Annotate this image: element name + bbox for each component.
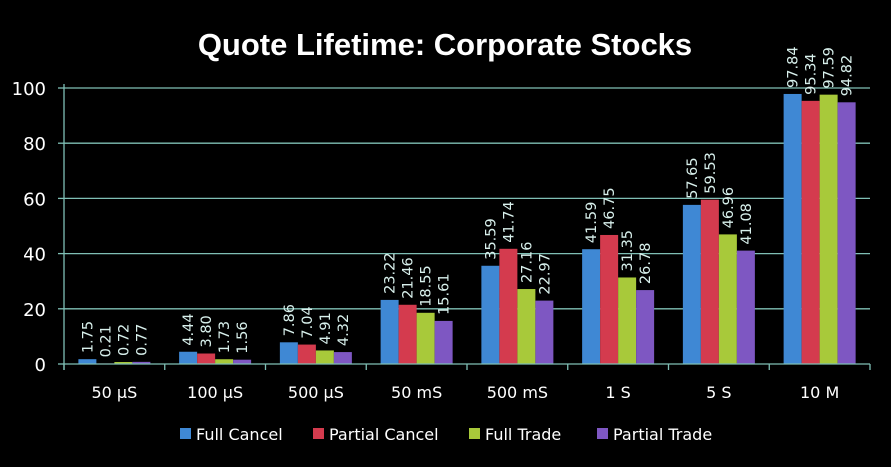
data-label: 46.96 [721, 187, 737, 229]
data-label: 26.78 [638, 243, 654, 285]
y-tick-label: 0 [35, 355, 46, 376]
x-tick-label: 10 M [800, 383, 839, 402]
x-tick-label: 50 mS [391, 383, 442, 402]
data-label: 46.75 [602, 187, 618, 229]
bar [618, 277, 637, 364]
bar [783, 93, 802, 364]
bar [233, 359, 252, 364]
data-label: 1.73 [217, 321, 233, 353]
bar [78, 359, 97, 364]
legend-label: Full Cancel [196, 425, 283, 444]
data-label: 0.77 [134, 324, 150, 356]
data-label: 18.55 [419, 265, 435, 307]
data-label: 21.46 [401, 257, 417, 299]
legend-swatch [469, 428, 480, 439]
bar [636, 290, 655, 364]
x-tick-label: 1 S [605, 383, 630, 402]
bar [114, 362, 133, 364]
legend-swatch [313, 428, 324, 439]
y-tick-label: 100 [12, 79, 46, 100]
x-tick-label: 50 µS [91, 383, 137, 402]
bar [279, 342, 298, 364]
bar [718, 234, 737, 364]
bar [819, 94, 838, 364]
legend-label: Full Trade [485, 425, 561, 444]
legend: Full Cancel Partial Cancel Full Trade Parti… [180, 425, 712, 444]
bar [380, 299, 399, 364]
data-labels: 1.75 4.44 7.86 23.22 35.59 41.59 57.65 97.84 0.2… [80, 46, 855, 357]
bar [582, 249, 601, 364]
bar [801, 100, 820, 364]
data-label: 3.80 [199, 315, 215, 347]
bar [736, 250, 755, 364]
bar [682, 204, 701, 364]
bar [197, 353, 216, 364]
data-label: 22.97 [537, 253, 553, 295]
data-label: 0.72 [116, 324, 132, 356]
data-label: 27.16 [519, 242, 535, 284]
data-label: 41.74 [501, 201, 517, 243]
data-label: 97.84 [786, 46, 802, 88]
data-label: 15.61 [437, 273, 453, 315]
x-tick-label: 500 µS [288, 383, 344, 402]
bar [837, 102, 856, 364]
bar [700, 199, 719, 364]
bar [179, 351, 198, 364]
bar [132, 361, 151, 364]
bar [333, 352, 352, 364]
data-label: 1.75 [80, 321, 96, 353]
x-tick-label: 500 mS [487, 383, 548, 402]
bar [434, 320, 453, 364]
data-label: 94.82 [840, 55, 856, 97]
data-label: 7.86 [282, 304, 298, 336]
y-tick-label: 20 [23, 300, 46, 321]
data-label: 0.21 [98, 325, 114, 357]
legend-swatch [597, 428, 608, 439]
axes: 0 20 40 60 80 100 50 µS 100 µS 500 µS 50 mS 500 mS… [12, 79, 871, 402]
x-tick-label: 5 S [706, 383, 731, 402]
data-label: 95.34 [804, 53, 820, 95]
chart-title: Quote Lifetime: Corporate Stocks [198, 27, 692, 62]
data-label: 4.91 [318, 312, 334, 344]
bar [481, 265, 500, 364]
bar [315, 350, 334, 364]
data-label: 41.08 [739, 203, 755, 245]
y-tick-label: 80 [23, 134, 46, 155]
data-label: 57.65 [685, 157, 701, 199]
data-label: 23.22 [383, 252, 399, 294]
bar [600, 234, 619, 364]
data-label: 31.35 [620, 230, 636, 272]
data-label: 97.59 [822, 47, 838, 89]
bar [416, 312, 435, 364]
bar [535, 300, 554, 364]
data-label: 7.04 [300, 306, 316, 338]
data-label: 4.32 [336, 314, 352, 346]
data-label: 35.59 [483, 218, 499, 260]
x-tick-label: 100 µS [187, 383, 243, 402]
bars [78, 93, 856, 365]
bar [398, 304, 417, 364]
bar [517, 289, 536, 364]
data-label: 4.44 [181, 313, 197, 345]
data-label: 41.59 [584, 202, 600, 244]
legend-label: Partial Trade [613, 425, 712, 444]
data-label: 59.53 [703, 152, 719, 194]
legend-swatch [180, 428, 191, 439]
y-tick-label: 60 [23, 189, 46, 210]
bar [215, 359, 234, 364]
bar [297, 344, 316, 364]
y-tick-label: 40 [23, 245, 46, 266]
bar [499, 248, 518, 364]
data-label: 1.56 [235, 321, 251, 353]
legend-label: Partial Cancel [329, 425, 439, 444]
